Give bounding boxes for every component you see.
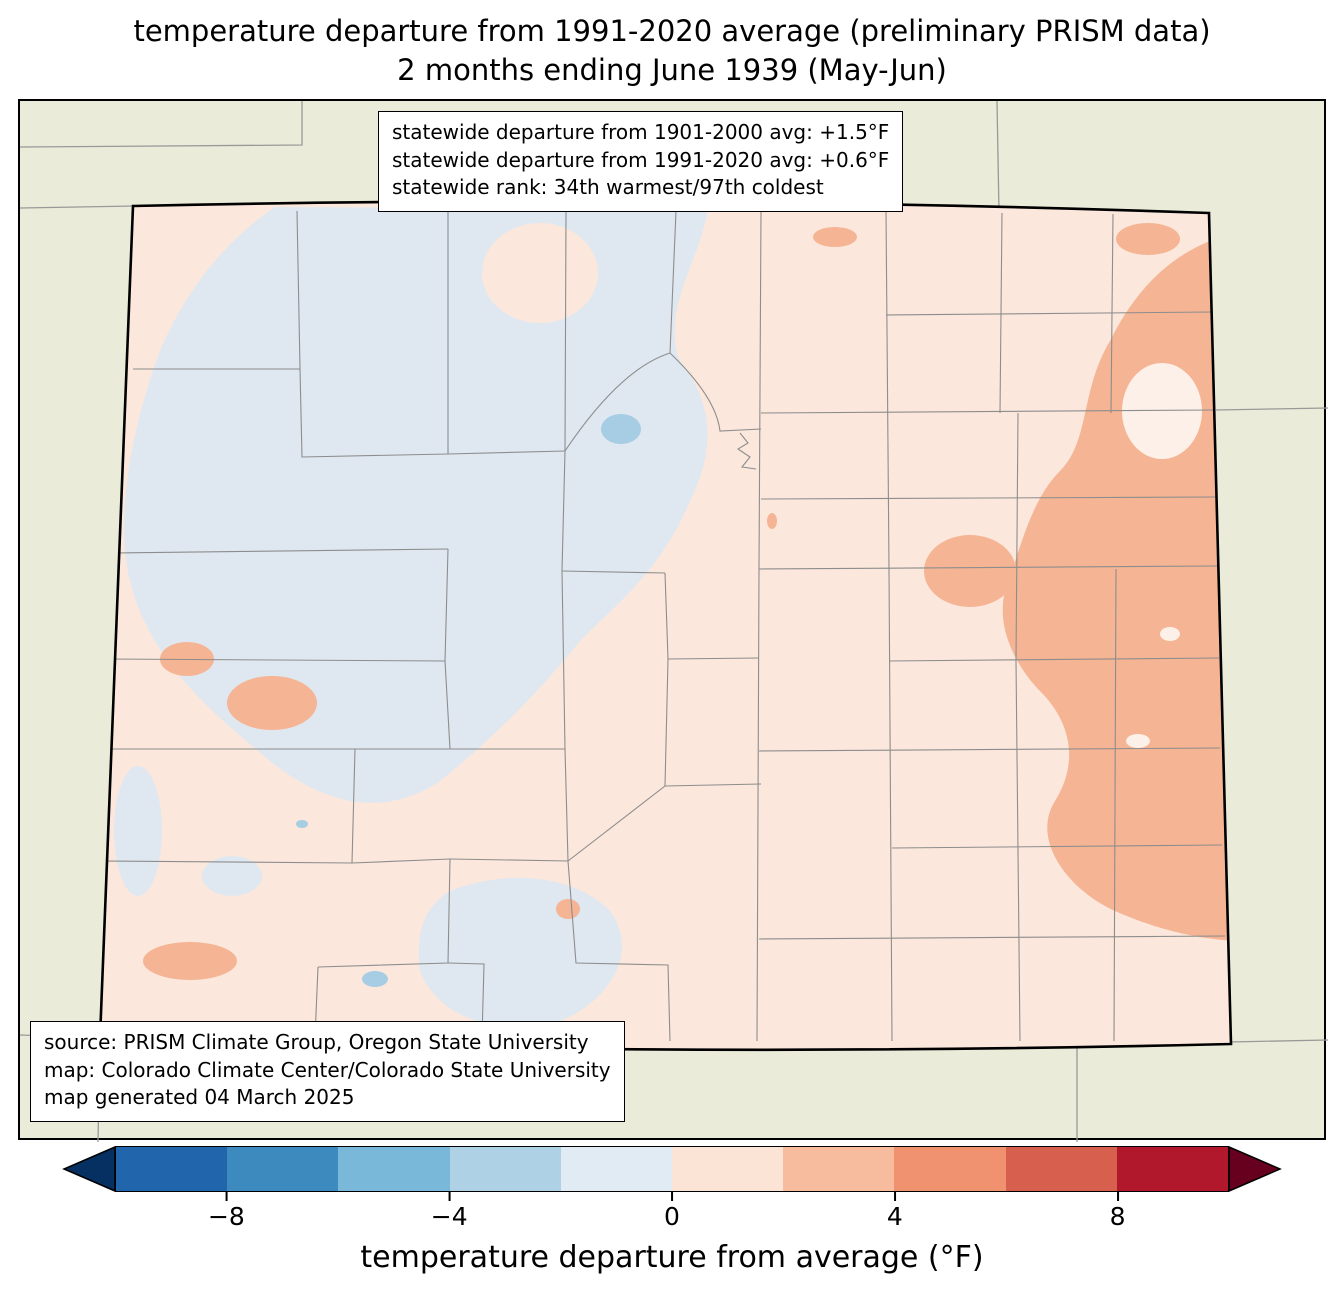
- colorbar-under-arrow: [62, 1146, 115, 1192]
- warm2-hole-1: [1122, 363, 1202, 459]
- source-attribution-box: source: PRISM Climate Group, Oregon Stat…: [30, 1021, 625, 1122]
- colorbar-tick: −8: [208, 1192, 245, 1231]
- tick-mark: [1116, 1192, 1119, 1201]
- lake-small-2: [296, 820, 308, 828]
- stats-line-2: statewide departure from 1991-2020 avg: …: [392, 147, 890, 172]
- colorbar-segment: [783, 1147, 895, 1191]
- colorbar-segment: [227, 1147, 339, 1191]
- stats-line-1: statewide departure from 1901-2000 avg: …: [392, 120, 890, 144]
- colorbar-segment: [894, 1147, 1006, 1191]
- colorbar-tick: 4: [887, 1192, 903, 1231]
- warm2-blob-ne: [1116, 223, 1180, 255]
- county-borders: [101, 209, 1226, 1042]
- colorbar-tick: 8: [1110, 1192, 1126, 1231]
- tick-mark: [448, 1192, 451, 1201]
- cool-blob-west-edge: [114, 766, 162, 896]
- warm2-blob-north: [813, 227, 857, 247]
- tick-label: 0: [664, 1202, 680, 1231]
- colorbar-tick: 0: [664, 1192, 680, 1231]
- warm2-blob-west-2: [227, 676, 317, 730]
- chart-title: temperature departure from 1991-2020 ave…: [0, 12, 1344, 90]
- statewide-stats-box: statewide departure from 1901-2000 avg: …: [378, 111, 904, 212]
- map-frame: statewide departure from 1901-2000 avg: …: [18, 99, 1328, 1142]
- title-line-2: 2 months ending June 1939 (May-Jun): [397, 52, 947, 87]
- stats-line-3: statewide rank: 34th warmest/97th coldes…: [392, 175, 824, 200]
- warm2-blob-south-center: [556, 899, 580, 919]
- colorbar-segment: [1005, 1147, 1117, 1191]
- colorbar-ticks: −8 −4 0 4 8: [115, 1192, 1229, 1240]
- source-line-1: source: PRISM Climate Group, Oregon Stat…: [44, 1030, 589, 1055]
- colorbar-segment: [560, 1147, 673, 1191]
- tick-label: −8: [207, 1202, 245, 1231]
- warm2-hole-2: [1160, 627, 1180, 641]
- source-line-2: map: Colorado Climate Center/Colorado St…: [44, 1057, 611, 1082]
- tick-label: −4: [430, 1202, 468, 1231]
- tick-mark: [671, 1192, 673, 1201]
- warm2-blob-denver: [767, 513, 777, 529]
- tick-label: 8: [1109, 1202, 1126, 1231]
- colorbar-segment: [449, 1147, 561, 1191]
- lake-small-1: [362, 971, 388, 987]
- colorbar: [62, 1146, 1282, 1192]
- colorbar-segment: [1116, 1147, 1229, 1191]
- tick-mark: [893, 1192, 896, 1201]
- title-line-1: temperature departure from 1991-2020 ave…: [133, 14, 1211, 48]
- warm2-blob-sw: [143, 942, 237, 980]
- colorbar-tick: −4: [431, 1192, 468, 1231]
- lake-icon: [601, 414, 641, 444]
- cool-blob-sw: [202, 856, 262, 896]
- colorbar-segments: [115, 1146, 1229, 1192]
- tick-label: 4: [886, 1202, 903, 1231]
- colorbar-segment: [338, 1147, 450, 1191]
- warm2-hole-3: [1126, 734, 1150, 748]
- source-line-3: map generated 04 March 2025: [44, 1085, 355, 1110]
- warm2-blob-east-mid: [924, 535, 1016, 607]
- colorbar-over-arrow: [1229, 1146, 1282, 1192]
- warm-patch-north: [482, 223, 598, 323]
- colorbar-segment: [672, 1147, 784, 1191]
- tick-mark: [225, 1192, 228, 1201]
- colorado-map: [20, 101, 1328, 1142]
- colorbar-axis-label: temperature departure from average (°F): [360, 1240, 984, 1275]
- colorbar-segment: [116, 1147, 228, 1191]
- state-cool-region: [124, 207, 709, 803]
